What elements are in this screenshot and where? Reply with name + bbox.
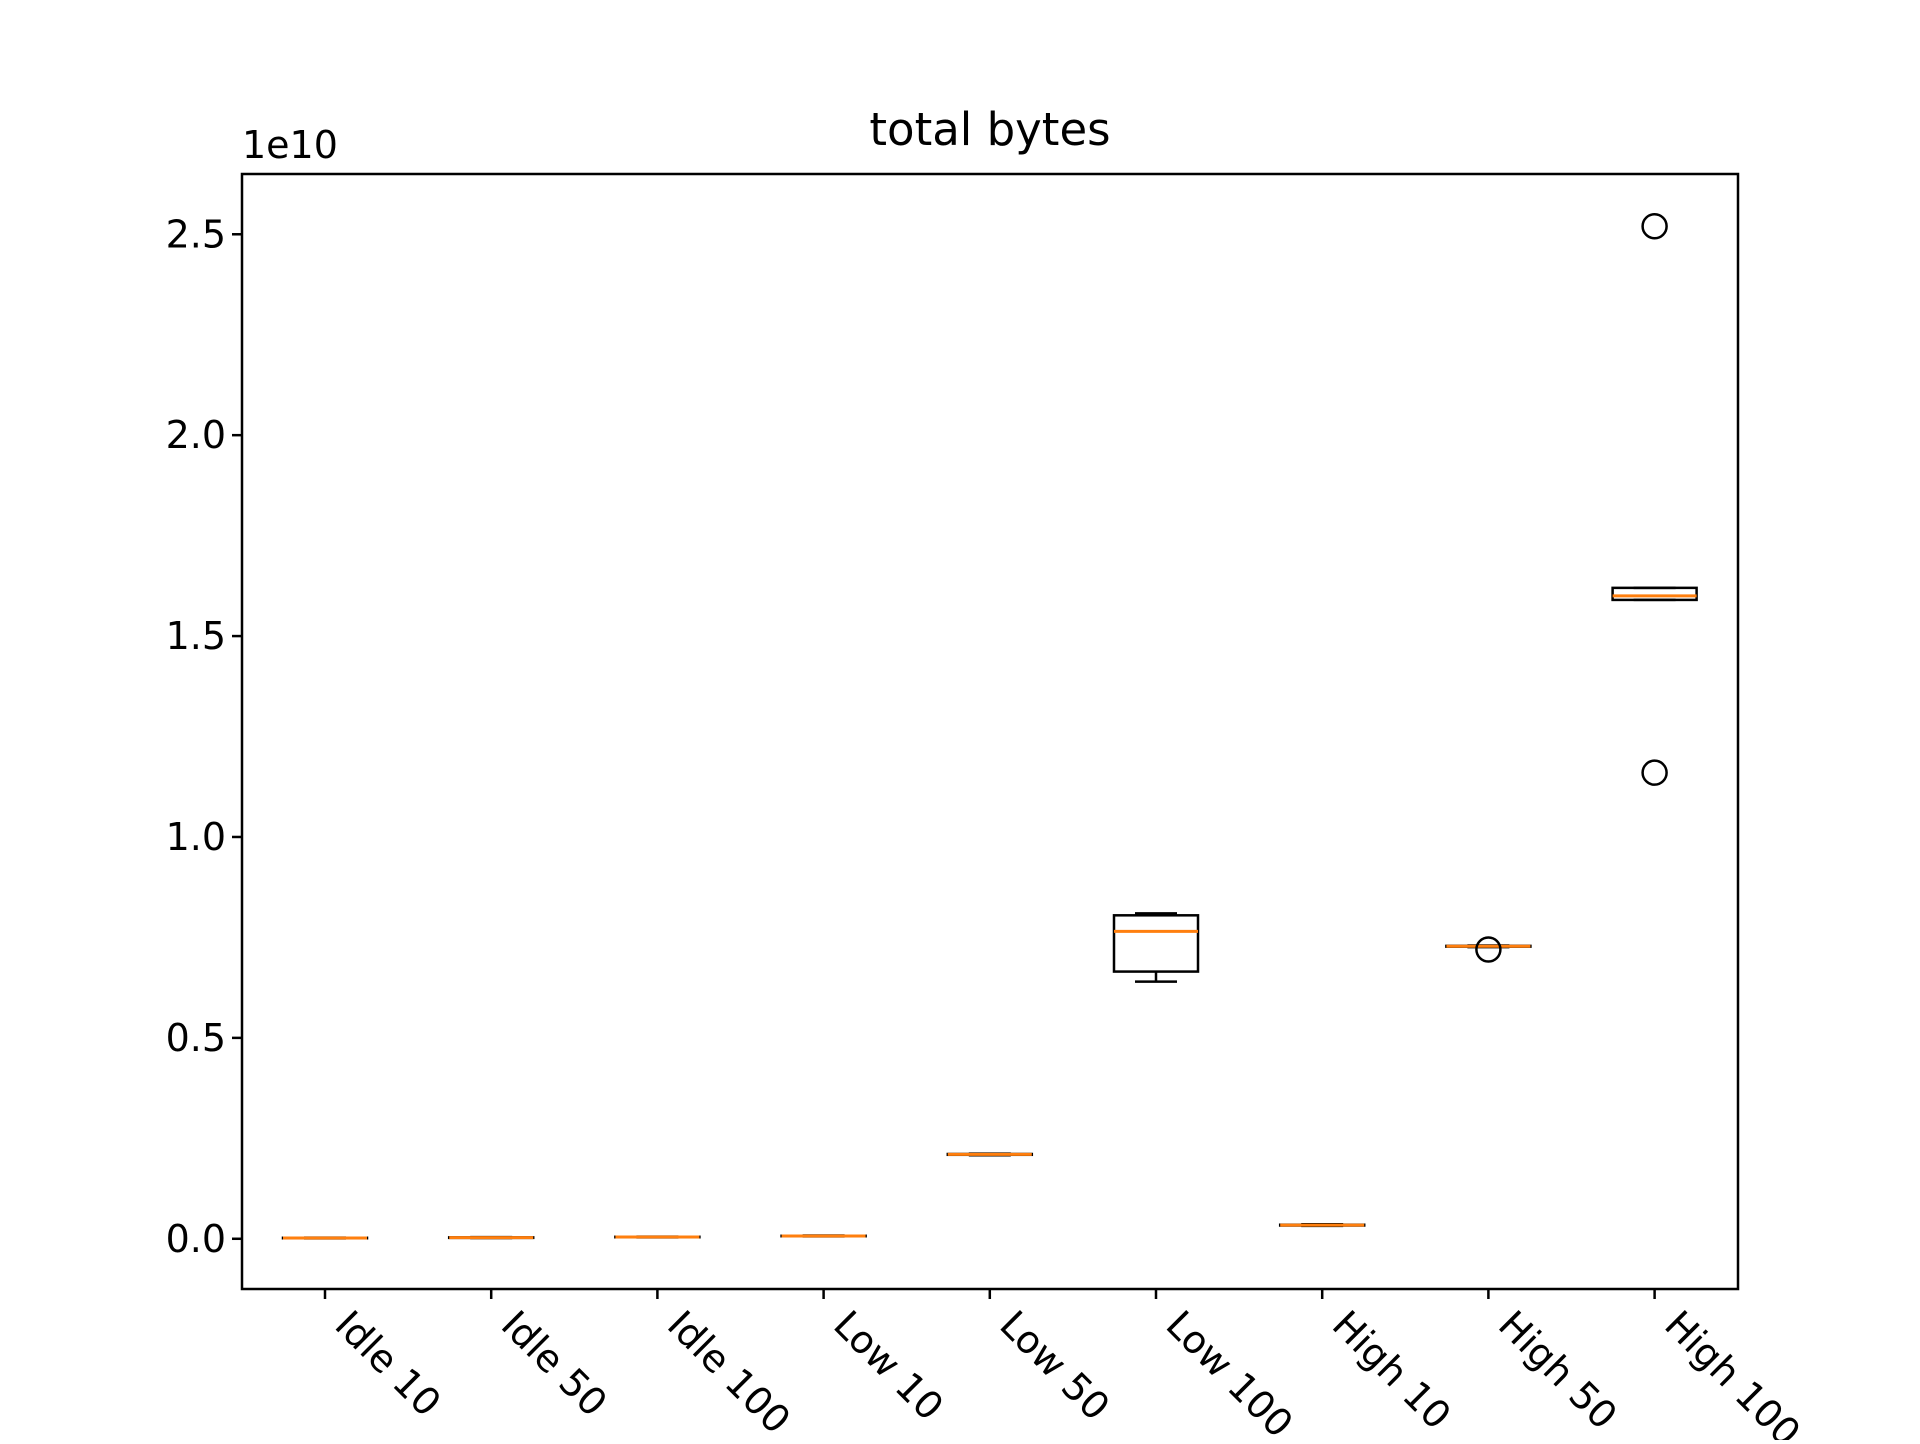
iqr-box	[1611, 586, 1698, 602]
box-idle-100	[614, 1235, 701, 1239]
box-high-50	[1445, 936, 1532, 963]
box-idle-50	[447, 1235, 535, 1240]
iqr-box	[1112, 914, 1200, 973]
y-axis-ticks: 0.0 0.5 1.0 1.5 2.0 2.5	[166, 212, 242, 1261]
box-high-100	[1611, 212, 1698, 786]
y-tick-label: 0.0	[166, 1217, 226, 1261]
box-idle-10	[281, 1236, 369, 1240]
y-tick-label: 0.5	[166, 1016, 226, 1060]
outlier-point	[1475, 936, 1502, 963]
box-low-10	[780, 1234, 867, 1238]
y-tick-label: 1.0	[166, 815, 226, 859]
y-tick-label: 2.0	[166, 413, 226, 457]
box-high-10	[1278, 1223, 1366, 1228]
outlier-point	[1641, 759, 1668, 786]
box-low-50	[946, 1152, 1034, 1157]
y-tick-label: 1.5	[166, 614, 226, 658]
chart-title: total bytes	[869, 103, 1110, 156]
box-low-100	[1112, 912, 1200, 983]
plot-area-frame	[240, 172, 1740, 1291]
outlier-point	[1641, 212, 1668, 240]
boxes-layer	[281, 212, 1698, 1240]
y-tick-label: 2.5	[166, 212, 226, 256]
y-axis-offset-label: 1e10	[242, 123, 338, 167]
